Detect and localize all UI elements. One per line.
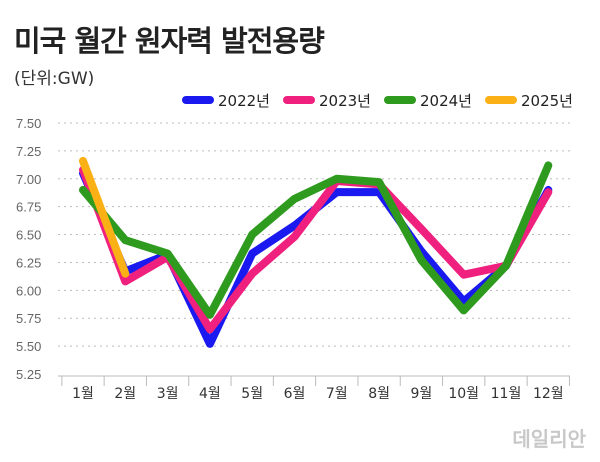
x-tick-label: 2월 [114, 386, 136, 402]
x-tick-label: 12월 [533, 386, 564, 402]
legend-label: 2023년 [319, 92, 371, 110]
x-tick-label: 11월 [491, 386, 522, 402]
legend-label: 2025년 [521, 92, 573, 110]
x-tick-label: 6월 [284, 386, 306, 402]
y-tick-label: 6.00 [16, 283, 41, 298]
x-tick-label: 9월 [411, 386, 433, 402]
y-tick-label: 6.50 [16, 228, 41, 243]
unit-label: (단위:GW) [14, 69, 95, 89]
chart-title: 미국 월간 원자력 발전용량 [14, 24, 325, 58]
y-tick-label: 6.25 [16, 255, 41, 270]
y-tick-label: 5.25 [16, 367, 41, 382]
x-tick-label: 7월 [326, 386, 348, 402]
series-line-2024년 [79, 161, 553, 319]
x-tick-label: 10월 [448, 386, 479, 402]
x-tick-label: 3월 [157, 386, 179, 402]
y-tick-label: 7.25 [16, 144, 41, 159]
series-line-2025년 [79, 156, 130, 278]
y-tick-label: 5.75 [16, 311, 41, 326]
watermark-logo: 데일리안 [512, 427, 586, 451]
y-tick-label: 7.00 [16, 172, 41, 187]
legend-label: 2024년 [420, 92, 472, 110]
y-tick-label: 6.75 [16, 200, 41, 215]
x-tick-label: 1월 [72, 386, 94, 402]
x-tick-label: 8월 [368, 386, 390, 402]
y-tick-label: 5.50 [16, 339, 41, 354]
x-tick-label: 4월 [199, 386, 221, 402]
series-line-2023년 [79, 165, 553, 334]
legend-label: 2022년 [218, 92, 270, 110]
y-tick-label: 7.50 [16, 116, 41, 131]
x-tick-label: 5월 [241, 386, 263, 402]
